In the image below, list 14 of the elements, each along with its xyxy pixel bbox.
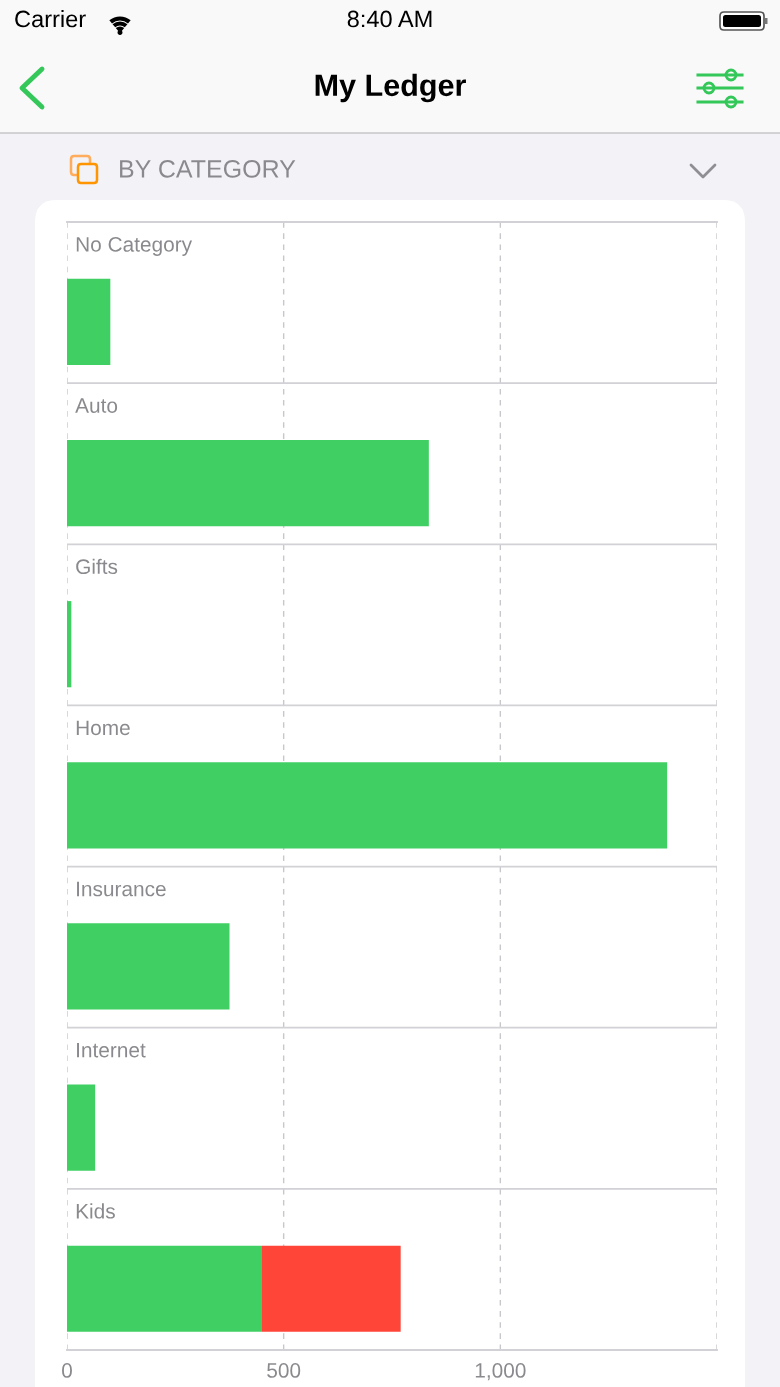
y-tick-label: Insurance <box>77 881 166 897</box>
y-tick-label: Gifts <box>76 558 118 575</box>
chart-subtitle: BY CATEGORY <box>120 160 296 178</box>
y-tick-label: Internet <box>77 1042 146 1058</box>
x-tick-label: 1,000 <box>475 1363 526 1381</box>
x-tick-label: 0 <box>62 1363 72 1378</box>
y-tick-label: Kids <box>76 1203 115 1219</box>
text: 8:40 AM <box>347 10 432 28</box>
y-tick-label: No Category <box>76 237 193 256</box>
x-tick-label: 500 <box>267 1363 301 1378</box>
y-tick-label: Auto <box>75 398 118 413</box>
text: Carrier <box>15 10 86 28</box>
y-tick-label: Home <box>76 720 130 736</box>
chart-title: My Ledger <box>315 73 466 103</box>
